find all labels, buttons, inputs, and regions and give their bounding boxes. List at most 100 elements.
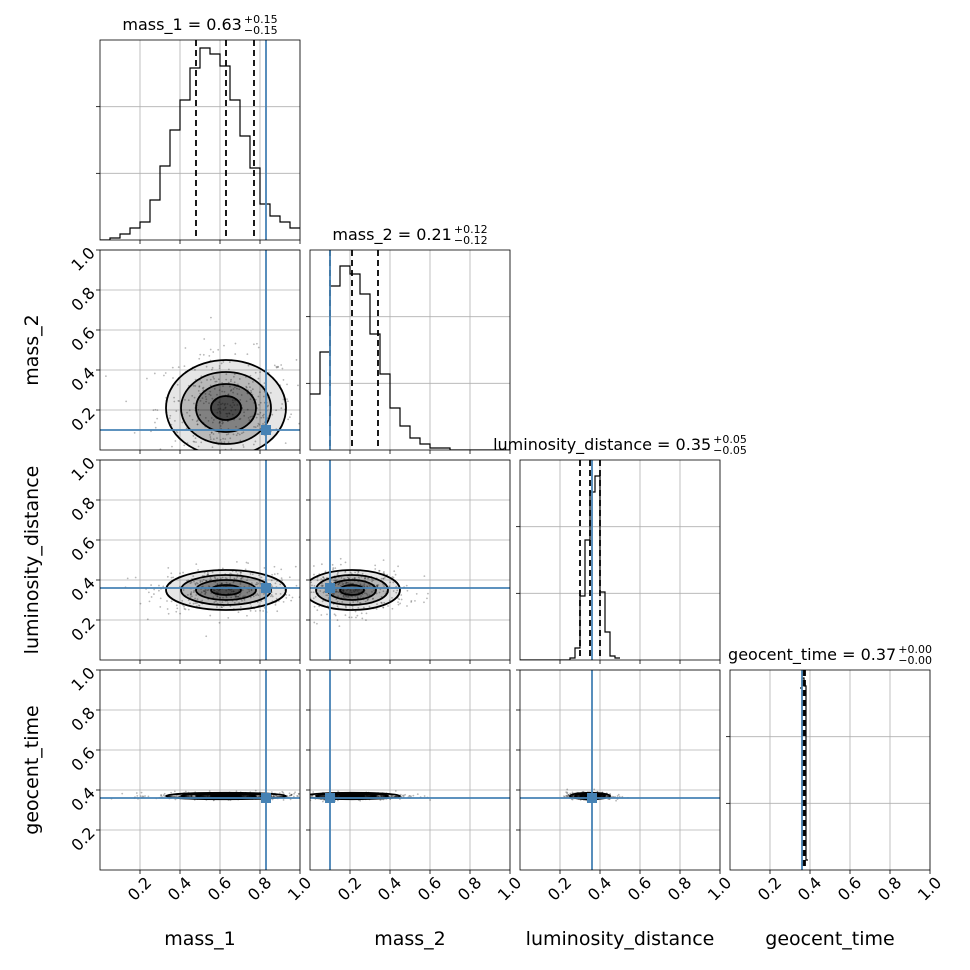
scatter-point [290, 599, 293, 602]
lower-error-text: −0.05 [713, 444, 747, 457]
panel-title-text: mass_1 = 0.63 [122, 15, 241, 35]
scatter-point [232, 391, 235, 394]
scatter-point [186, 594, 189, 596]
panel-2d-content [292, 460, 510, 660]
scatter-point [245, 561, 248, 564]
x-tick-label: 0.8 [664, 873, 695, 904]
scatter-point [250, 588, 253, 591]
scatter-point [292, 609, 294, 611]
scatter-point [220, 582, 223, 585]
scatter-point [160, 794, 163, 796]
panel-2d-content [100, 670, 300, 870]
scatter-point [312, 565, 315, 567]
median-value: 0.21 [416, 225, 452, 244]
upper-error-text: +0.12 [454, 223, 488, 236]
scatter-point [615, 799, 617, 802]
scatter-point [246, 353, 249, 356]
scatter-point [313, 573, 315, 576]
scatter-point [207, 419, 210, 422]
scatter-point [262, 413, 265, 416]
scatter-point [337, 571, 339, 574]
y-tick-label: 0.2 [67, 613, 98, 644]
scatter-point [391, 607, 394, 610]
scatter-point [336, 605, 339, 608]
scatter-point [248, 588, 250, 591]
scatter-point [189, 596, 192, 599]
scatter-point [337, 583, 340, 586]
scatter-point [204, 592, 207, 595]
upper-error-text: +0.00 [898, 643, 932, 656]
scatter-point [256, 342, 258, 345]
scatter-point [187, 599, 190, 602]
scatter-point [225, 585, 228, 588]
panel-2d-content [307, 670, 510, 870]
scatter-point [192, 465, 194, 467]
scatter-point [337, 790, 339, 793]
scatter-point [216, 411, 219, 414]
scatter-point [220, 441, 223, 444]
contour-line [165, 359, 287, 450]
x-tick-label: 0.6 [204, 873, 235, 904]
scatter-point [220, 606, 223, 608]
scatter-point [235, 434, 238, 437]
scatter-point [307, 795, 309, 797]
panel-frame [519, 459, 721, 661]
scatter-point [334, 579, 337, 582]
x-tick-label: 0.2 [124, 873, 155, 904]
histogram-panel-mass_1 [96, 39, 301, 241]
equals-sign: = [652, 435, 676, 454]
contour-line [315, 574, 389, 606]
scatter-point [364, 600, 367, 603]
scatter-point [341, 583, 344, 586]
x-tick-label: 0.8 [874, 873, 905, 904]
scatter-point [230, 378, 232, 381]
scatter-point [240, 577, 243, 580]
scatter-point [337, 583, 340, 585]
scatter-point [400, 598, 403, 601]
panel-2d-mass_1-luminosity_distance [99, 459, 301, 661]
scatter-point [394, 573, 397, 576]
scatter-point [288, 576, 291, 579]
scatter-point [336, 590, 339, 593]
scatter-point [238, 378, 241, 380]
scatter-point [192, 440, 195, 443]
scatter-point [211, 446, 214, 449]
density-fill [196, 384, 256, 432]
scatter-point [238, 418, 241, 421]
scatter-point [222, 360, 225, 363]
scatter-point [271, 413, 274, 416]
scatter-point [176, 607, 179, 610]
scatter-point [229, 389, 232, 392]
histogram-step-luminosity_distance [520, 475, 620, 660]
scatter-point [345, 589, 348, 592]
scatter-point [406, 605, 408, 607]
scatter-point [320, 584, 323, 587]
panel-frame [519, 669, 721, 871]
scatter-point [224, 407, 227, 410]
scatter-point [225, 581, 228, 584]
scatter-point [184, 790, 187, 793]
scatter-point [183, 605, 185, 608]
scatter-point [320, 614, 323, 616]
scatter-point [280, 407, 283, 410]
scatter-point [349, 571, 352, 574]
scatter-point [232, 581, 235, 584]
scatter-point [257, 346, 260, 349]
scatter-point [567, 793, 570, 796]
scatter-point [176, 431, 179, 434]
scatter-point [201, 585, 204, 588]
scatter-point [194, 583, 197, 586]
scatter-point [199, 353, 202, 356]
scatter-point [147, 795, 150, 798]
scatter-point [383, 585, 386, 588]
scatter-point [154, 421, 156, 424]
scatter-point [246, 408, 249, 411]
scatter-point [344, 561, 347, 564]
lower-error-text: −0.00 [898, 654, 932, 667]
scatter-point [271, 595, 274, 598]
scatter-point [362, 606, 365, 609]
scatter-point [340, 589, 343, 592]
scatter-point [363, 592, 366, 594]
histogram-step-mass_1 [100, 47, 300, 240]
scatter-point [153, 593, 155, 595]
